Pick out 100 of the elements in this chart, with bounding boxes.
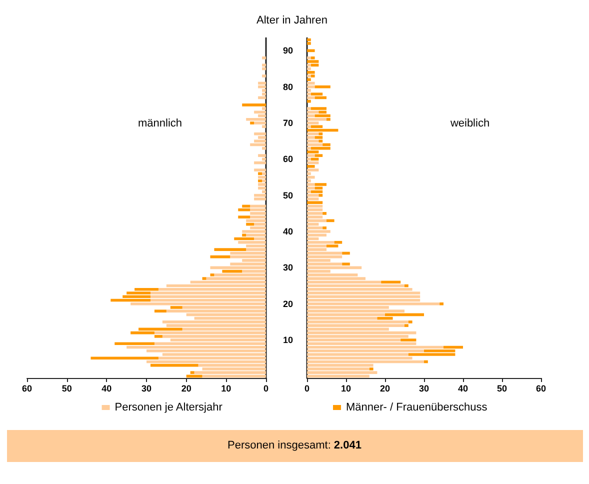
bar [90,356,158,360]
bar [307,310,404,312]
bar [307,234,326,237]
bar [307,198,319,200]
bar [307,132,319,136]
x-tick-label: 40 [458,384,468,394]
bar [254,132,266,136]
bar [310,107,326,110]
bar [342,262,350,266]
bar [307,168,319,172]
y-tick-label: 90 [282,46,293,56]
bar [307,38,311,42]
bar [262,89,266,92]
bar [404,324,408,327]
bar [250,212,266,215]
bar [258,183,266,186]
bar [262,64,266,67]
bar [369,368,374,370]
bar [194,371,266,374]
x-tick-label: 50 [496,384,508,394]
text: Personen insgesamt: 2.041 [228,440,362,452]
bar [307,100,311,103]
bar [318,140,323,142]
bar [150,292,266,294]
bar [162,320,266,324]
bar [307,78,311,82]
y-tick-label: 20 [282,298,293,309]
bar [307,186,315,190]
bar [250,216,266,218]
bar [326,244,338,248]
bar [307,136,315,139]
bar [307,85,315,88]
bar [307,42,311,45]
bar [307,164,315,168]
bar [254,140,266,142]
bar [307,295,420,298]
bar [210,274,214,276]
bar [254,198,266,200]
bar [408,320,412,324]
y-tick-label: 50 [282,190,293,200]
bar [258,154,266,157]
bar [154,310,166,312]
bar [314,186,323,190]
text: weiblich [449,118,490,130]
bar [307,96,315,100]
y-tick-label: 80 [282,82,293,92]
bar [202,277,206,280]
bar [310,92,323,96]
bar [258,136,266,139]
bar [440,302,444,306]
bar [307,240,334,244]
bar [114,342,154,346]
bar [254,194,266,197]
bar [307,194,319,197]
bar [307,292,420,294]
y-tick-label: 10 [282,335,293,346]
bar [262,179,266,182]
bar [307,302,440,306]
bar [246,219,266,222]
x-tick-label: 0 [304,384,310,394]
text: männlich [138,118,182,130]
bar [408,353,456,356]
bar [166,324,266,327]
bar [314,136,323,139]
bar [342,252,350,255]
bar [310,64,319,67]
bar [307,92,311,96]
bar [246,118,266,121]
bar [307,371,378,374]
bar [307,110,319,114]
bar [307,74,311,78]
bar [307,89,311,92]
bar [322,226,326,230]
bar [314,183,326,186]
bar [307,140,319,142]
bar [381,280,401,284]
bar [307,216,323,218]
legend-label: Männer- / Frauenüberschuss [346,402,488,414]
bar [242,104,266,106]
x-tick-label: 10 [340,384,352,394]
bar [307,320,408,324]
bar [238,240,266,244]
x-tick-label: 60 [536,384,546,394]
bar [130,302,266,306]
bar [258,172,262,176]
bar [310,56,315,60]
bar [238,216,250,218]
bar [254,168,266,172]
bar [307,201,323,204]
bar [307,179,311,182]
bar [307,60,319,63]
bar [307,49,315,52]
bar [242,230,266,233]
bar [262,92,266,96]
bar [307,118,326,121]
bar [307,212,323,215]
bar [307,230,330,233]
x-tick-label: 20 [181,384,192,394]
x-tick-label: 30 [141,384,152,394]
bar [307,70,315,74]
